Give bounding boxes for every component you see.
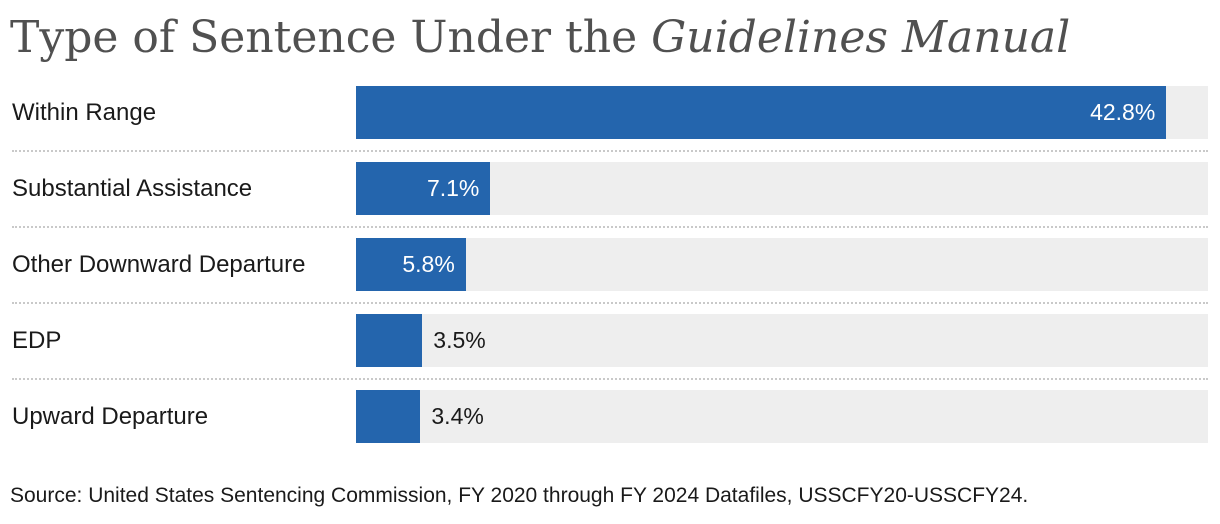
value-label: 3.5% — [433, 327, 486, 353]
chart-title: Type of Sentence Under the Guidelines Ma… — [10, 8, 1070, 68]
row-divider — [12, 378, 1208, 380]
bar-track: 7.1% — [356, 162, 1208, 215]
bar-row: Upward Departure 3.4% — [0, 390, 1220, 466]
row-divider — [12, 150, 1208, 152]
bar-row: EDP 3.5% — [0, 314, 1220, 390]
bar — [356, 162, 491, 215]
bar-row: Within Range 42.8% — [0, 86, 1220, 162]
chart-title-emphasis: Guidelines Manual — [651, 12, 1071, 63]
category-label: Substantial Assistance — [12, 175, 253, 202]
category-label: Other Downward Departure — [12, 251, 306, 278]
category-label: Within Range — [12, 99, 157, 126]
category-label: Upward Departure — [12, 403, 209, 430]
bar-track: 3.5% — [356, 314, 1208, 367]
value-label: 5.8% — [402, 251, 455, 277]
bar-row: Other Downward Departure 5.8% — [0, 238, 1220, 314]
source-note: Source: United States Sentencing Commiss… — [10, 484, 1029, 507]
value-label: 3.4% — [431, 403, 484, 429]
bar-track: 42.8% — [356, 86, 1208, 139]
bar-row: Substantial Assistance 7.1% — [0, 162, 1220, 238]
category-label: EDP — [12, 327, 62, 354]
value-label: 42.8% — [1090, 99, 1156, 125]
value-label: 7.1% — [426, 175, 480, 201]
bar — [356, 314, 423, 367]
bar — [356, 390, 421, 443]
bar-track: 5.8% — [356, 238, 1208, 291]
row-divider — [12, 226, 1208, 228]
row-divider — [12, 302, 1208, 304]
bar — [356, 86, 1167, 139]
bar — [356, 238, 466, 291]
bar-track: 3.4% — [356, 390, 1208, 443]
chart-title-prefix: Type of Sentence Under the — [10, 12, 652, 63]
